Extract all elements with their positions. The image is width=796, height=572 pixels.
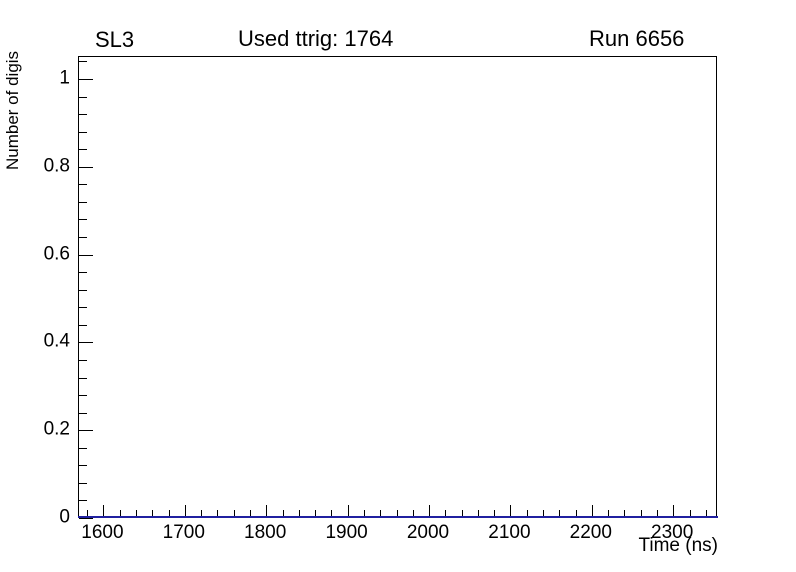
y-minor-tick [79,447,87,449]
plot-frame [78,56,717,519]
x-tick-label: 2100 [488,522,531,543]
y-tick-label: 0.6 [43,243,70,265]
x-minor-tick [380,510,382,516]
x-minor-tick [217,510,219,516]
x-major-tick [347,505,349,516]
y-tick-label: 1 [59,67,70,89]
x-minor-tick [624,510,626,516]
x-tick-label: 1900 [325,522,368,543]
y-minor-tick [79,149,87,151]
x-tick-label: 2200 [569,522,612,543]
x-major-tick [266,505,268,516]
y-minor-tick [79,114,87,116]
x-minor-tick [461,510,463,516]
x-minor-tick [526,510,528,516]
y-minor-tick [79,395,87,397]
x-minor-tick [608,510,610,516]
x-minor-tick [87,510,89,516]
x-major-tick [429,505,430,516]
x-minor-tick [543,510,544,516]
y-minor-tick [79,237,87,238]
x-minor-tick [331,510,333,516]
y-minor-tick [79,500,87,502]
x-minor-tick [363,510,365,516]
y-major-tick [79,254,93,256]
x-tick-label: 2000 [406,522,450,543]
y-tick-label: 0.4 [43,330,70,352]
y-major-tick [79,79,93,80]
x-minor-tick [559,510,561,516]
y-major-tick [79,518,93,519]
x-minor-tick [201,510,203,516]
x-minor-tick [315,510,317,516]
y-minor-tick [79,131,87,133]
y-minor-tick [79,307,87,309]
y-minor-tick [79,61,87,63]
x-minor-tick [136,510,137,516]
y-minor-tick [79,272,87,274]
x-tick-label: 1700 [162,522,205,543]
x-tick-label: 2300 [651,522,694,543]
x-minor-tick [656,510,658,516]
x-major-tick [103,505,105,516]
x-minor-tick [396,510,398,516]
x-minor-tick [119,510,121,516]
y-major-tick [79,342,93,344]
run-number-label: Run 6656 [589,26,685,51]
x-tick-label: 1600 [81,522,124,543]
y-minor-tick [79,201,87,203]
x-minor-tick [168,510,170,516]
y-minor-tick [79,219,87,221]
y-minor-tick [79,412,87,414]
x-minor-tick [689,510,691,516]
y-major-tick [79,430,93,432]
y-minor-tick [79,96,87,98]
y-tick-label: 0.8 [43,155,70,177]
y-minor-tick [79,324,87,326]
y-minor-tick [79,482,87,484]
x-minor-tick [249,510,251,516]
y-minor-tick [79,289,87,291]
x-minor-tick [412,510,414,516]
y-minor-tick [79,359,87,361]
x-minor-tick [705,510,707,516]
x-major-tick [184,505,186,516]
superlayer-label: SL3 [95,27,135,52]
y-minor-tick [79,184,87,186]
x-axis-baseline [78,516,718,518]
x-minor-tick [445,510,447,516]
x-minor-tick [575,510,577,516]
y-tick-label: 0 [59,506,70,528]
y-major-tick [79,166,93,168]
page-title: Used ttrig: 1764 [238,26,394,51]
y-minor-tick [79,465,87,467]
y-tick-label: 0.2 [43,418,70,440]
x-minor-tick [282,510,284,516]
x-major-tick [591,505,593,516]
x-minor-tick [298,510,300,516]
y-axis-title: Number of digis [3,50,22,170]
x-tick-label: 1800 [244,522,287,543]
x-major-tick [510,505,512,516]
x-minor-tick [640,510,642,516]
x-axis-title: Time (ns) [638,535,718,556]
x-minor-tick [233,510,235,516]
x-minor-tick [152,510,154,516]
y-minor-tick [79,377,87,379]
x-minor-tick [494,510,496,516]
x-major-tick [673,505,675,516]
x-minor-tick [477,510,479,516]
